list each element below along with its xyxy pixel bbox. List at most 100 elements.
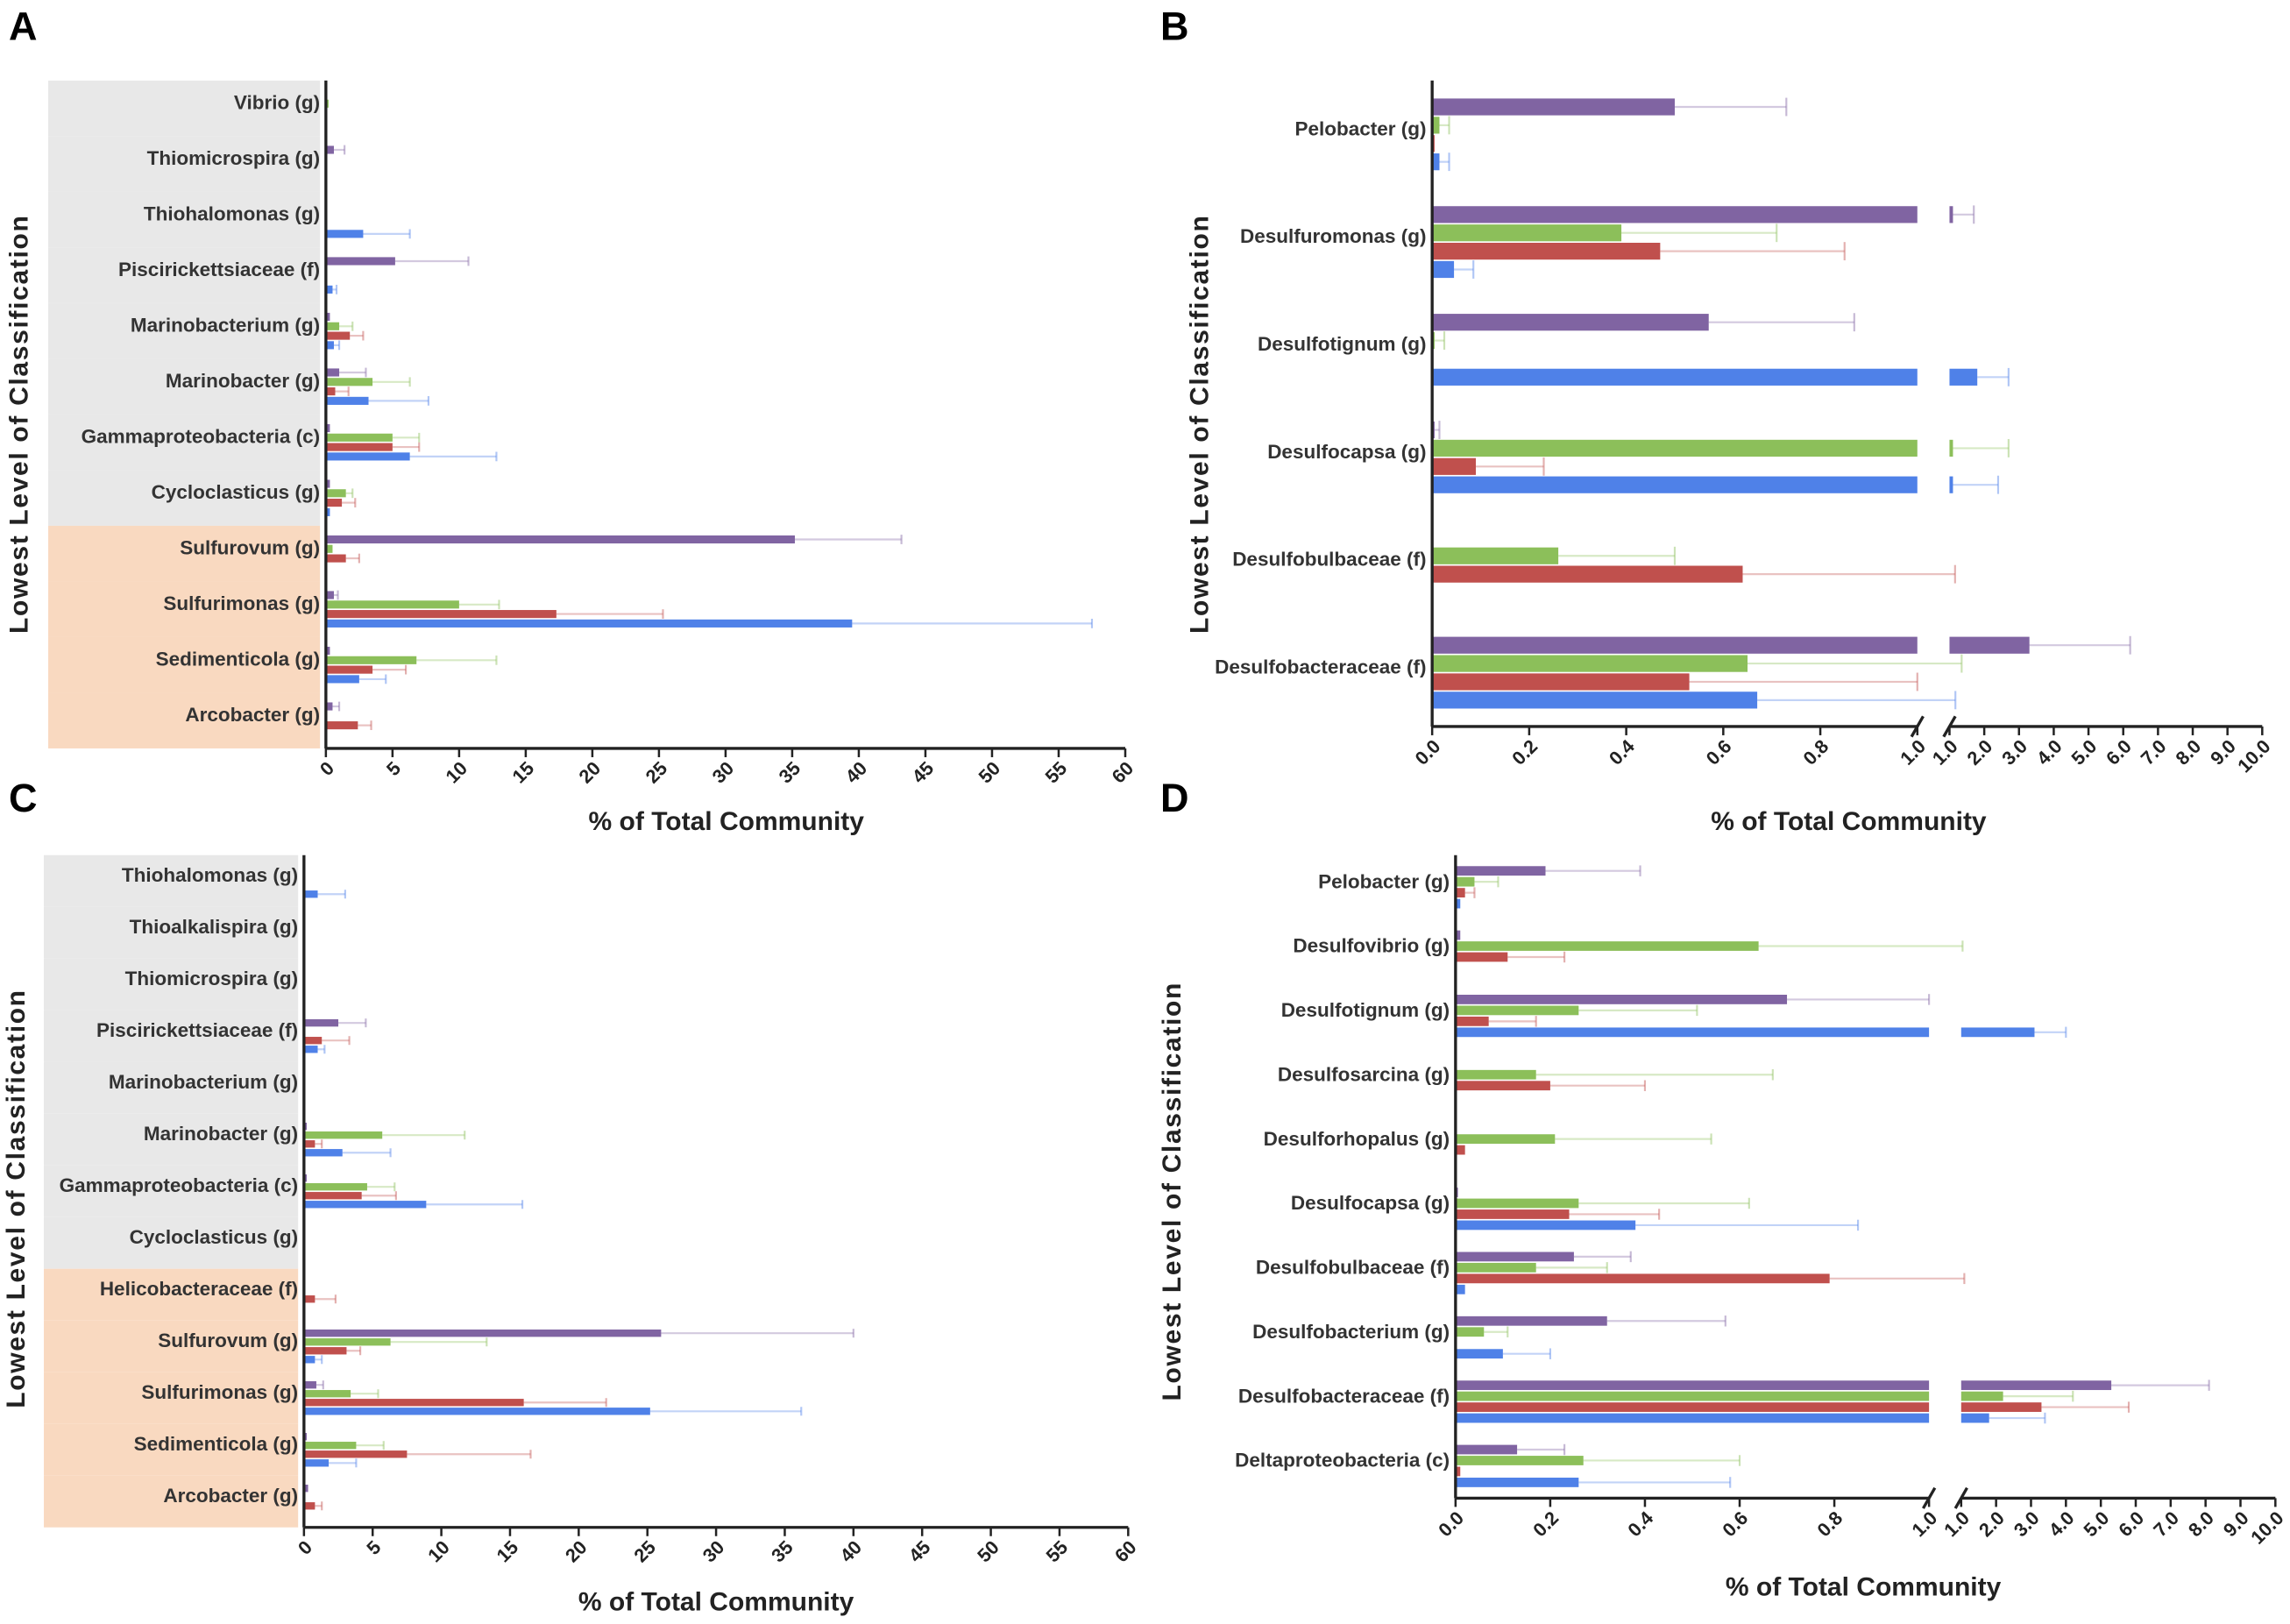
bar (303, 1046, 318, 1053)
bar (1455, 1466, 1461, 1477)
y-axis-title: Lowest Level of Classification (4, 215, 33, 634)
bar (1455, 995, 1788, 1004)
x-axis-title: % of Total Community (578, 1587, 854, 1616)
x-tick-label: 1.0 (1939, 1507, 1974, 1541)
x-tick-label: 35 (774, 757, 805, 788)
category-shade (48, 191, 321, 248)
bar (1455, 1134, 1556, 1145)
x-tick-label: 0.8 (1798, 735, 1833, 769)
category-label: Desulfobulbaceae (f) (1232, 549, 1426, 571)
bar (325, 312, 330, 322)
category-label: Thiohalomonas (g) (144, 203, 320, 225)
x-tick-label: 2.0 (1975, 1507, 2009, 1541)
x-tick-label: 5 (362, 1536, 385, 1559)
x-tick-label: 9.0 (2206, 735, 2240, 769)
x-tick-label: 1.0 (1896, 735, 1930, 769)
bar (303, 1450, 408, 1458)
bar (1432, 691, 1758, 709)
x-tick-label: 3.0 (2010, 1507, 2044, 1541)
bar (303, 1338, 391, 1346)
bar (325, 341, 334, 350)
bar (325, 665, 373, 674)
category-shade (48, 247, 321, 303)
bar (303, 1381, 316, 1389)
category-label: Thiohalomonas (g) (122, 864, 298, 886)
x-tick-label: 0 (294, 1536, 316, 1559)
x-tick-label: 1.0 (1907, 1507, 1941, 1541)
x-tick-label: 7.0 (2137, 735, 2171, 769)
bar (1432, 439, 1918, 457)
bar (303, 1502, 315, 1510)
bar (303, 1390, 351, 1398)
x-tick-label: 1.0 (1928, 735, 1962, 769)
bar (325, 230, 364, 238)
bar (325, 452, 410, 461)
bar (303, 1485, 308, 1493)
category-label: Desulfobacterium (g) (1252, 1321, 1450, 1343)
x-tick-label: 55 (1041, 1536, 1072, 1567)
bar (325, 368, 340, 377)
category-label: Thiomicrospira (g) (147, 147, 321, 169)
bar (1455, 941, 1759, 951)
x-tick-label: 6.0 (2102, 735, 2136, 769)
bar (303, 1356, 315, 1364)
category-label: Deltaproteobacteria (c) (1235, 1450, 1450, 1472)
bar (325, 591, 334, 599)
x-tick-label: 45 (907, 757, 938, 788)
bar (325, 646, 330, 656)
bar (1432, 243, 1661, 260)
category-label: Sulfurovum (g) (158, 1330, 298, 1351)
bar (1432, 457, 1476, 475)
bar (1455, 952, 1508, 962)
x-tick-label: 10.0 (2233, 735, 2274, 777)
category-label: Vibrio (g) (234, 92, 320, 114)
x-tick-label: 0.6 (1718, 1507, 1752, 1541)
category-label: Desulfotignum (g) (1258, 333, 1426, 355)
axis-break (1942, 715, 1957, 738)
bar (1432, 98, 1675, 116)
bar (1432, 314, 1709, 331)
x-axis-title: % of Total Community (1726, 1573, 2002, 1602)
x-tick-label: 0.2 (1507, 735, 1542, 769)
category-shade (48, 692, 321, 748)
category-shade (48, 302, 321, 359)
x-tick-label: 8.0 (2171, 735, 2205, 769)
bar (1455, 1198, 1579, 1209)
bar (325, 285, 333, 294)
category-shade (44, 1475, 299, 1528)
x-tick-label: 3.0 (1997, 735, 2031, 769)
bar (1455, 1005, 1579, 1016)
bar (1432, 476, 1918, 493)
bar (303, 1131, 383, 1139)
x-tick-label: 9.0 (2219, 1507, 2253, 1541)
bar (1455, 876, 1475, 887)
x-tick-label: 35 (767, 1536, 798, 1567)
bar (1432, 117, 1440, 134)
category-shade (44, 1423, 299, 1476)
bar (325, 544, 333, 553)
bar (1455, 1380, 1930, 1391)
bar-continued (1960, 1380, 2112, 1391)
panel-label: A (9, 4, 38, 48)
category-label: Thioalkalispira (g) (130, 916, 299, 938)
bar-continued (1949, 206, 1953, 223)
x-tick-label: 0.0 (1434, 1507, 1468, 1541)
panel-label: B (1160, 4, 1189, 48)
x-tick-label: 50 (975, 757, 1005, 788)
bar (325, 600, 459, 609)
x-tick-label: 25 (641, 757, 671, 788)
bar (325, 479, 330, 488)
category-label: Piscirickettsiaceae (f) (96, 1019, 298, 1041)
x-tick-label: 15 (492, 1536, 522, 1567)
bar (1432, 655, 1748, 672)
bar (1455, 1016, 1489, 1026)
bar-continued (1960, 1391, 2003, 1401)
bar (1455, 888, 1465, 898)
bar (303, 890, 318, 898)
x-tick-label: 5.0 (2079, 1507, 2113, 1541)
bar (325, 619, 853, 628)
x-tick-label: 55 (1041, 757, 1072, 788)
x-tick-label: 4.0 (2032, 735, 2067, 769)
bar (1455, 1069, 1536, 1080)
category-label: Sedimenticola (g) (156, 649, 321, 670)
